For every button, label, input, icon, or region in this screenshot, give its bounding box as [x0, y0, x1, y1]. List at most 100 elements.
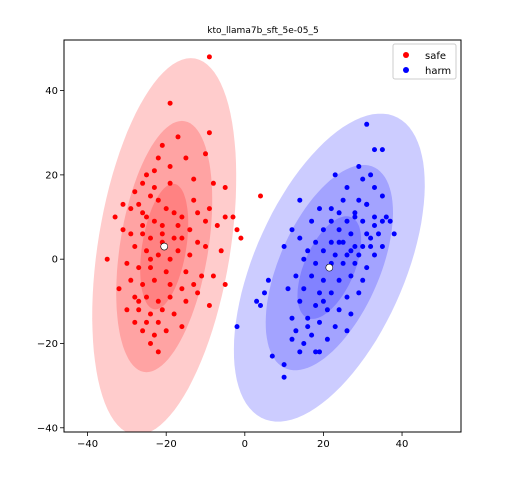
safe-point	[230, 214, 236, 220]
safe-point	[183, 155, 189, 161]
safe-point	[136, 265, 142, 271]
safe-point	[120, 201, 126, 207]
harm-point	[293, 328, 299, 334]
harm-point	[289, 315, 295, 321]
harm-point	[379, 147, 385, 153]
harm-point	[360, 277, 366, 283]
safe-point	[203, 244, 208, 249]
y-axis-ticks: −40 −20 0 20 40	[37, 86, 64, 434]
safe-point	[151, 218, 157, 224]
safe-point	[140, 180, 146, 186]
harm-point	[364, 231, 370, 237]
safe-point	[234, 227, 240, 233]
harm-point	[344, 218, 350, 224]
harm-point	[328, 290, 334, 296]
legend-marker-harm	[403, 67, 409, 73]
safe-point	[148, 341, 153, 346]
safe-point	[144, 248, 149, 254]
safe-point	[116, 286, 122, 292]
harm-point	[372, 185, 377, 190]
legend-label-safe: safe	[425, 51, 446, 62]
harm-point	[348, 311, 354, 317]
safe-point	[144, 294, 149, 300]
harm-point	[332, 172, 338, 178]
harm-point	[368, 244, 374, 249]
safe-point	[140, 328, 146, 334]
harm-point	[352, 210, 358, 216]
safe-point	[151, 332, 157, 338]
safe-point	[195, 210, 201, 216]
harm-point	[379, 244, 385, 249]
x-axis-ticks: −40 −20 0 20 40	[77, 432, 408, 450]
safe-point	[175, 248, 181, 254]
harm-point	[387, 218, 393, 224]
harm-point	[360, 244, 366, 249]
safe-point	[148, 311, 153, 317]
safe-point	[163, 269, 169, 275]
safe-point	[120, 227, 126, 233]
harm-point	[372, 252, 377, 258]
harm-point	[293, 273, 299, 279]
scatter-points	[104, 54, 397, 380]
safe-point	[104, 256, 110, 262]
safe-point	[179, 324, 185, 330]
harm-point	[305, 248, 311, 254]
safe-point	[163, 206, 169, 212]
safe-point	[171, 210, 177, 216]
safe-point	[136, 201, 142, 207]
safe-point	[238, 235, 244, 241]
harm-point	[352, 260, 358, 266]
safe-point	[191, 197, 197, 203]
safe-point	[195, 239, 201, 245]
harm-point	[234, 324, 240, 330]
harm-point	[301, 341, 307, 346]
plot-frame	[63, 39, 462, 433]
safe-point	[144, 172, 149, 178]
safe-point	[140, 282, 146, 287]
safe-point	[167, 164, 173, 169]
harm-point	[360, 218, 366, 224]
chart-title: kto_llama7b_sft_5e-05_5	[207, 26, 318, 36]
harm-point	[336, 227, 342, 233]
harm-point	[269, 353, 275, 359]
safe-point	[203, 151, 208, 157]
harm-point	[317, 319, 322, 325]
safe-point	[148, 235, 153, 241]
safe-point	[167, 256, 173, 262]
y-tick-label: 0	[52, 255, 58, 266]
x-tick-label: −40	[77, 439, 98, 450]
harm-point	[352, 244, 358, 249]
harm-point	[324, 307, 330, 313]
y-tick-label: 20	[45, 170, 58, 181]
safe-point	[148, 265, 153, 271]
safe-point	[175, 134, 181, 140]
harm-point	[297, 197, 303, 203]
safe-point	[159, 231, 165, 237]
harm-point	[348, 231, 354, 237]
harm-point	[320, 227, 326, 233]
safe-point	[206, 130, 212, 136]
safe-point	[203, 218, 208, 224]
harm-point	[297, 235, 303, 241]
harm-point	[281, 244, 287, 249]
harm-point	[379, 193, 385, 199]
safe-point	[179, 286, 185, 292]
safe-point	[144, 319, 149, 325]
safe-point	[155, 155, 161, 161]
harm-point	[309, 273, 315, 279]
safe-point	[210, 180, 216, 186]
harm-point	[332, 324, 338, 330]
harm-point	[289, 336, 295, 342]
harm-point	[262, 290, 267, 296]
safe-point	[175, 223, 181, 228]
safe-point	[128, 231, 134, 237]
safe-point	[159, 307, 165, 313]
harm-mean-marker	[325, 263, 334, 272]
safe-point	[191, 282, 197, 287]
harm-point	[379, 218, 385, 224]
harm-point	[356, 164, 362, 169]
safe-point	[159, 223, 165, 228]
harm-point	[317, 290, 322, 296]
x-tick-label: 0	[242, 439, 248, 450]
safe-mean-marker	[160, 242, 169, 251]
